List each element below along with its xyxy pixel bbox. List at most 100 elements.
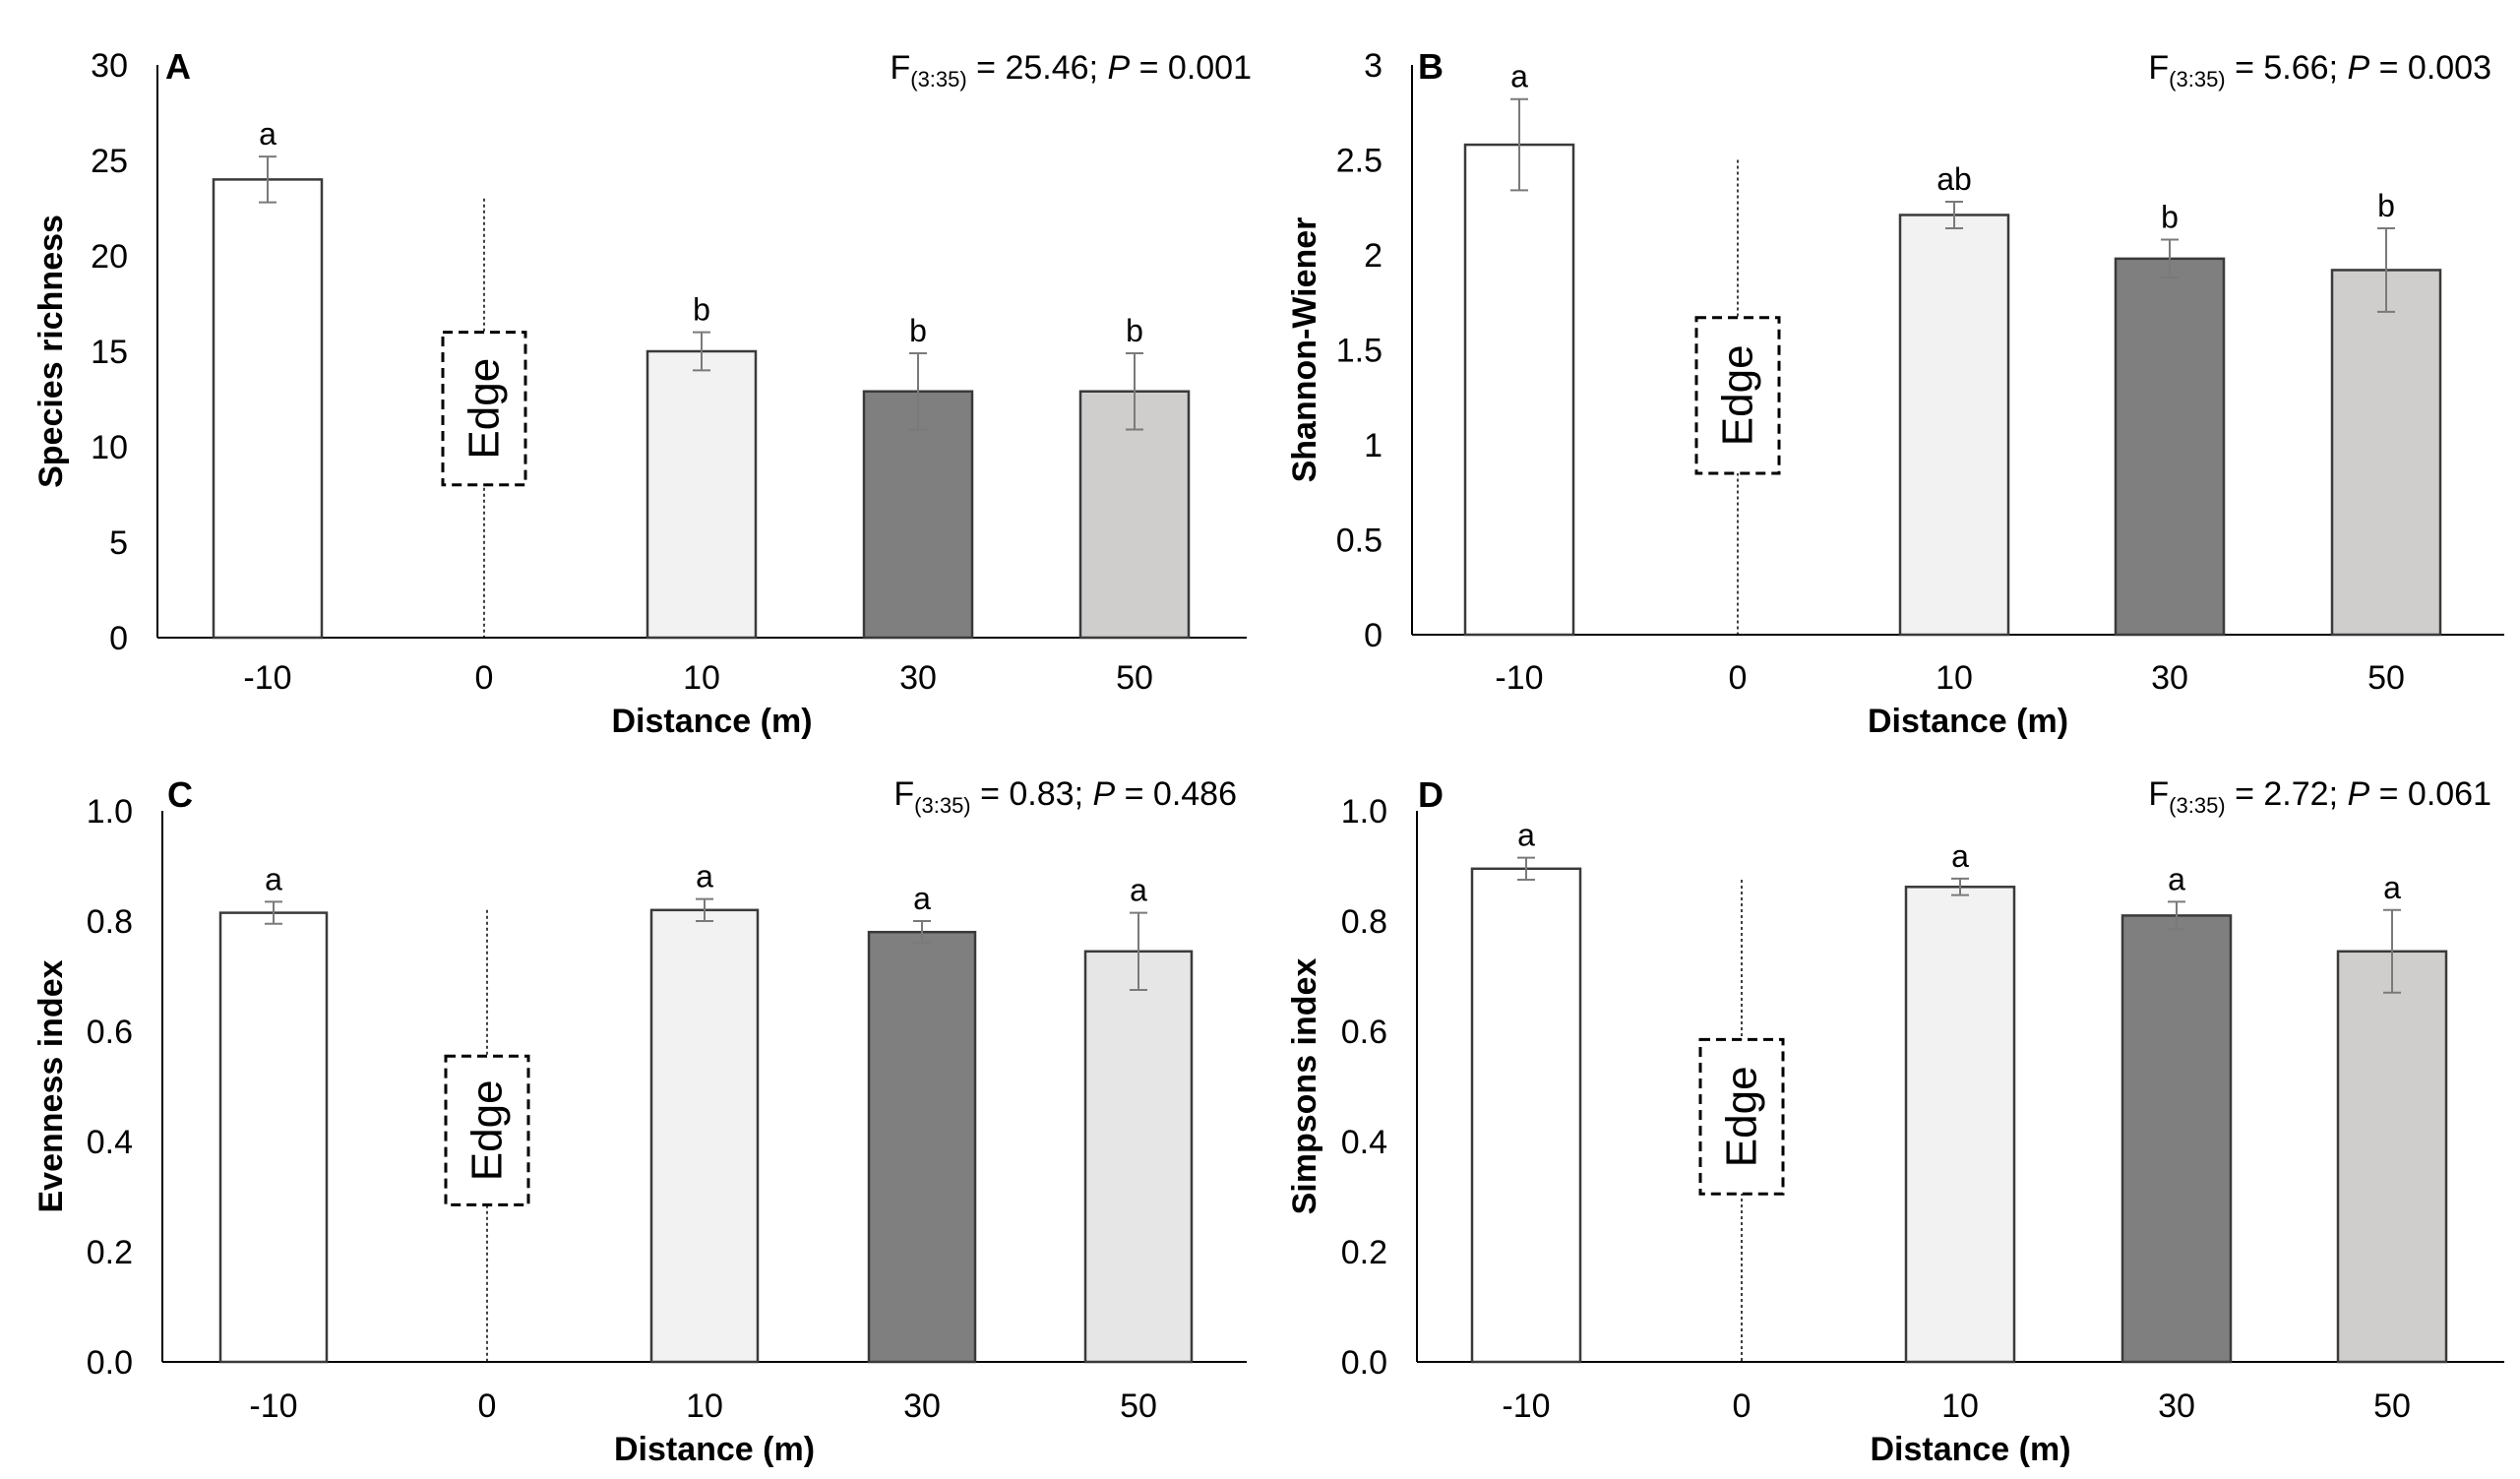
- stat-annotation: F(3:35) = 0.83; P = 0.486: [893, 775, 1237, 818]
- significance-letter: a: [1130, 873, 1147, 908]
- x-tick-label: 0: [475, 659, 494, 697]
- y-tick-label: 2: [1364, 237, 1383, 275]
- stat-eq: = 5.66;: [2226, 49, 2348, 87]
- stat-P: P: [1092, 775, 1115, 813]
- y-tick-label: 15: [91, 334, 128, 371]
- panel-letter: C: [167, 774, 193, 815]
- bar: [1083, 950, 1194, 1364]
- panel-c: 0.0 0.2 0.4 0.6 0.8 1.0 -10 0 10 30 50 a a a a Edge C Dis…: [32, 774, 1247, 1468]
- x-axis-title: Distance (m): [1868, 703, 2068, 740]
- stat-df: (3:35): [2169, 67, 2225, 92]
- panel-d: 0.0 0.2 0.4 0.6 0.8 1.0 -10 0 10 30 50 a a a a Edge D Dis…: [1286, 774, 2504, 1468]
- edge-box: [444, 1054, 530, 1206]
- bar: [212, 178, 324, 640]
- y-tick-label: 0.4: [87, 1124, 133, 1161]
- x-tick-label: 30: [2158, 1387, 2195, 1425]
- x-axis-title: Distance (m): [614, 1431, 815, 1468]
- x-tick-label: 10: [683, 659, 720, 697]
- x-tick-label: 0: [1729, 659, 1748, 697]
- y-tick-label: 0: [1364, 617, 1383, 654]
- y-tick-label: 20: [91, 238, 128, 276]
- y-tick-label: 0.6: [1341, 1014, 1387, 1051]
- y-axis-title: Evenness index: [32, 959, 70, 1212]
- y-tick-label: 1.5: [1336, 333, 1383, 370]
- x-tick-label: 50: [1116, 659, 1153, 697]
- stat-F: F: [890, 49, 910, 87]
- edge-label: Edge: [1718, 1066, 1766, 1167]
- stat-annotation: F(3:35) = 2.72; P = 0.061: [2148, 775, 2491, 818]
- x-tick-label: -10: [243, 659, 291, 697]
- edge-label: Edge: [463, 1079, 512, 1181]
- panel-letter: D: [1418, 774, 1444, 815]
- y-tick-label: 1: [1364, 427, 1383, 464]
- x-tick-label: 50: [2373, 1387, 2411, 1425]
- y-tick-label: 0.5: [1336, 523, 1383, 560]
- y-axis-title: Shannon-Wiener: [1286, 217, 1323, 483]
- stat-pval: = 0.001: [1130, 49, 1252, 87]
- significance-letter: a: [2168, 861, 2185, 896]
- significance-letter: b: [693, 292, 710, 328]
- x-axis-title: Distance (m): [1870, 1431, 2070, 1468]
- x-tick-label: 10: [1941, 1387, 1979, 1425]
- significance-letter: a: [259, 116, 277, 152]
- stat-P: P: [2347, 775, 2369, 813]
- y-tick-label: 2.5: [1336, 143, 1383, 180]
- y-tick-label: 10: [91, 429, 128, 466]
- x-tick-label: 10: [686, 1387, 723, 1425]
- x-tick-label: -10: [1502, 1387, 1550, 1425]
- significance-letter: a: [265, 861, 282, 896]
- stat-pval: = 0.486: [1115, 775, 1237, 813]
- x-tick-label: 10: [1936, 659, 1973, 697]
- x-tick-label: 0: [478, 1387, 497, 1425]
- bar: [862, 390, 974, 640]
- y-tick-label: 1.0: [1341, 793, 1387, 831]
- bar: [2336, 950, 2448, 1364]
- bar: [867, 930, 977, 1364]
- stat-annotation: F(3:35) = 5.66; P = 0.003: [2148, 49, 2491, 92]
- y-tick-label: 5: [109, 524, 128, 562]
- edge-label: Edge: [1714, 344, 1762, 446]
- x-tick-label: 30: [2151, 659, 2188, 697]
- stat-df: (3:35): [914, 793, 970, 818]
- panel-b: 0 0.5 1 1.5 2 2.5 3 -10 0 10 30 50 a ab b b Edge B Distanc…: [1286, 46, 2504, 740]
- x-tick-label: -10: [249, 1387, 297, 1425]
- y-tick-label: 3: [1364, 47, 1383, 85]
- bar: [2114, 257, 2226, 637]
- y-tick-label: 0.8: [87, 903, 133, 941]
- significance-letter: a: [1510, 59, 1528, 94]
- stat-eq: = 0.83;: [971, 775, 1093, 813]
- x-tick-label: 30: [899, 659, 937, 697]
- stat-F: F: [2148, 775, 2169, 813]
- y-tick-label: 0.0: [87, 1344, 133, 1382]
- y-tick-label: 0.0: [1341, 1344, 1387, 1382]
- y-axis-title: Species richness: [32, 215, 70, 488]
- significance-letter: a: [913, 881, 931, 916]
- y-tick-label: 1.0: [87, 793, 133, 831]
- bar: [645, 349, 758, 640]
- stat-annotation: F(3:35) = 25.46; P = 0.001: [890, 49, 1252, 92]
- panel-letter: B: [1418, 46, 1444, 87]
- significance-letter: b: [2377, 188, 2395, 223]
- significance-letter: a: [1951, 838, 1969, 874]
- x-tick-label: -10: [1495, 659, 1543, 697]
- edge-box: [1698, 1037, 1785, 1196]
- y-tick-label: 0.8: [1341, 903, 1387, 941]
- x-tick-label: 50: [2367, 659, 2405, 697]
- x-axis-title: Distance (m): [611, 703, 812, 740]
- edge-box: [1694, 316, 1781, 475]
- edge-label: Edge: [461, 358, 509, 460]
- stat-eq: = 2.72;: [2226, 775, 2348, 813]
- y-tick-label: 0: [109, 620, 128, 657]
- stat-F: F: [893, 775, 914, 813]
- significance-letter: a: [1517, 818, 1535, 853]
- stat-df: (3:35): [910, 67, 966, 92]
- bar: [1078, 390, 1191, 640]
- x-tick-label: 0: [1733, 1387, 1752, 1425]
- edge-box: [441, 331, 527, 487]
- x-tick-label: 30: [903, 1387, 941, 1425]
- stat-pval: = 0.003: [2369, 49, 2491, 87]
- bar: [649, 908, 760, 1364]
- y-tick-label: 30: [91, 47, 128, 85]
- panel-a: 0 5 10 15 20 25 30 -10 0 10 30 50 a b b b Edge A Distance …: [32, 46, 1252, 740]
- y-tick-label: 0.2: [1341, 1234, 1387, 1271]
